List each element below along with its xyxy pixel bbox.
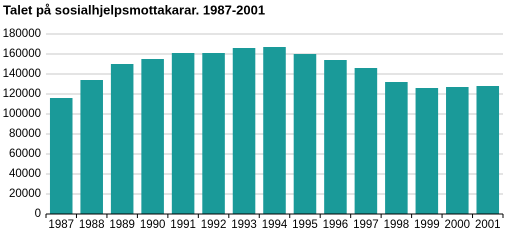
bar bbox=[293, 54, 317, 214]
bar bbox=[49, 98, 73, 214]
bar bbox=[110, 64, 134, 214]
y-tick-label: 60000 bbox=[9, 148, 41, 160]
x-tick-label: 1995 bbox=[292, 219, 318, 231]
y-tick-label: 180000 bbox=[3, 28, 41, 40]
x-tick-label: 1991 bbox=[170, 219, 196, 231]
y-tick-label: 140000 bbox=[3, 68, 41, 80]
bar bbox=[80, 80, 103, 214]
x-tick-label: 1988 bbox=[79, 219, 105, 231]
y-tick-label: 40000 bbox=[9, 168, 41, 180]
y-tick-label: 0 bbox=[35, 208, 41, 220]
bar bbox=[202, 53, 225, 214]
x-tick-label: 1996 bbox=[323, 219, 349, 231]
bar bbox=[171, 53, 195, 214]
x-tick-label: 1999 bbox=[414, 219, 440, 231]
bar bbox=[415, 88, 439, 214]
x-tick-label: 2000 bbox=[445, 219, 471, 231]
y-tick-label: 160000 bbox=[3, 48, 41, 60]
x-tick-label: 1992 bbox=[201, 219, 227, 231]
y-tick-label: 100000 bbox=[3, 108, 41, 120]
bar bbox=[141, 59, 164, 214]
x-tick-label: 1993 bbox=[231, 219, 257, 231]
x-tick-label: 1990 bbox=[140, 219, 166, 231]
bar bbox=[324, 60, 347, 214]
bar bbox=[263, 47, 286, 214]
x-tick-label: 1987 bbox=[48, 219, 74, 231]
x-tick-label: 1998 bbox=[384, 219, 410, 231]
x-tick-label: 2001 bbox=[475, 219, 501, 231]
chart-title: Talet på sosialhjelpsmottakarar. 1987-20… bbox=[3, 2, 265, 17]
bar bbox=[232, 48, 256, 214]
y-tick-label: 120000 bbox=[3, 88, 41, 100]
bar bbox=[385, 82, 408, 214]
y-tick-label: 20000 bbox=[9, 188, 41, 200]
bar bbox=[476, 86, 500, 214]
x-tick-label: 1989 bbox=[109, 219, 135, 231]
x-tick-label: 1994 bbox=[262, 219, 288, 231]
y-tick-label: 80000 bbox=[9, 128, 41, 140]
bar bbox=[354, 68, 378, 214]
x-tick-label: 1997 bbox=[353, 219, 379, 231]
bar bbox=[446, 87, 469, 214]
